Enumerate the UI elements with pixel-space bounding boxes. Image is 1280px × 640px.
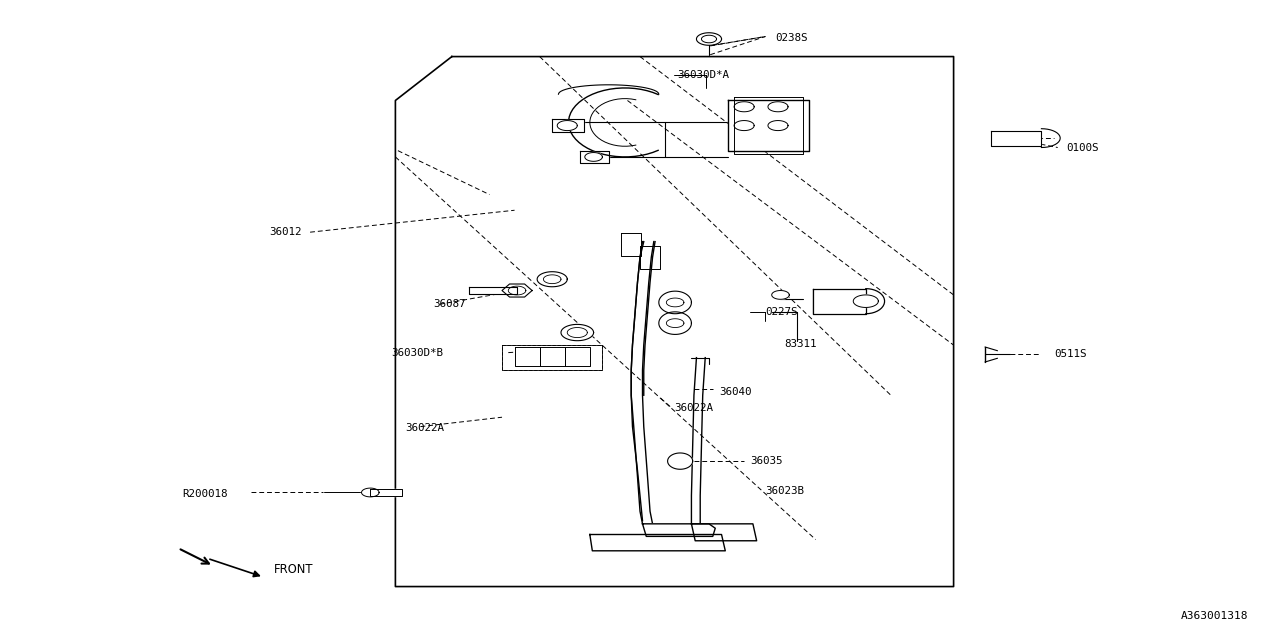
Text: FRONT: FRONT xyxy=(274,563,314,576)
Text: 36040: 36040 xyxy=(719,387,751,397)
Polygon shape xyxy=(561,324,594,340)
Polygon shape xyxy=(854,295,878,307)
Text: 0100S: 0100S xyxy=(1066,143,1100,152)
Text: 36022A: 36022A xyxy=(673,403,713,413)
Text: 36012: 36012 xyxy=(269,227,301,237)
Polygon shape xyxy=(470,287,517,294)
Text: R200018: R200018 xyxy=(182,490,228,499)
Text: 0227S: 0227S xyxy=(765,307,797,317)
Text: A363001318: A363001318 xyxy=(1181,611,1248,621)
Polygon shape xyxy=(768,120,788,131)
Polygon shape xyxy=(370,489,402,496)
Polygon shape xyxy=(659,312,691,335)
Polygon shape xyxy=(768,102,788,112)
Polygon shape xyxy=(643,524,716,536)
Polygon shape xyxy=(991,131,1042,146)
Polygon shape xyxy=(580,150,609,163)
Polygon shape xyxy=(659,291,691,314)
Polygon shape xyxy=(557,120,577,131)
Polygon shape xyxy=(621,234,641,256)
Polygon shape xyxy=(668,453,692,469)
Text: 36030D*B: 36030D*B xyxy=(392,348,444,358)
Polygon shape xyxy=(585,152,603,161)
Polygon shape xyxy=(552,119,584,132)
Text: 36030D*A: 36030D*A xyxy=(677,70,730,81)
Polygon shape xyxy=(515,347,540,366)
Polygon shape xyxy=(590,534,726,551)
Polygon shape xyxy=(728,100,809,150)
Text: 0238S: 0238S xyxy=(776,33,808,43)
Polygon shape xyxy=(540,347,564,366)
Text: 36023B: 36023B xyxy=(765,486,804,495)
Polygon shape xyxy=(772,291,790,300)
Polygon shape xyxy=(564,347,590,366)
Text: 0511S: 0511S xyxy=(1053,349,1087,360)
Polygon shape xyxy=(735,102,754,112)
Polygon shape xyxy=(813,289,865,314)
Text: 36087: 36087 xyxy=(433,300,466,309)
Text: 36022A: 36022A xyxy=(406,423,444,433)
Polygon shape xyxy=(640,246,660,269)
Polygon shape xyxy=(691,524,756,541)
Polygon shape xyxy=(735,120,754,131)
Polygon shape xyxy=(361,488,379,497)
Text: 83311: 83311 xyxy=(785,339,817,349)
Polygon shape xyxy=(538,272,567,287)
Polygon shape xyxy=(502,284,532,297)
Text: 36035: 36035 xyxy=(750,456,783,466)
